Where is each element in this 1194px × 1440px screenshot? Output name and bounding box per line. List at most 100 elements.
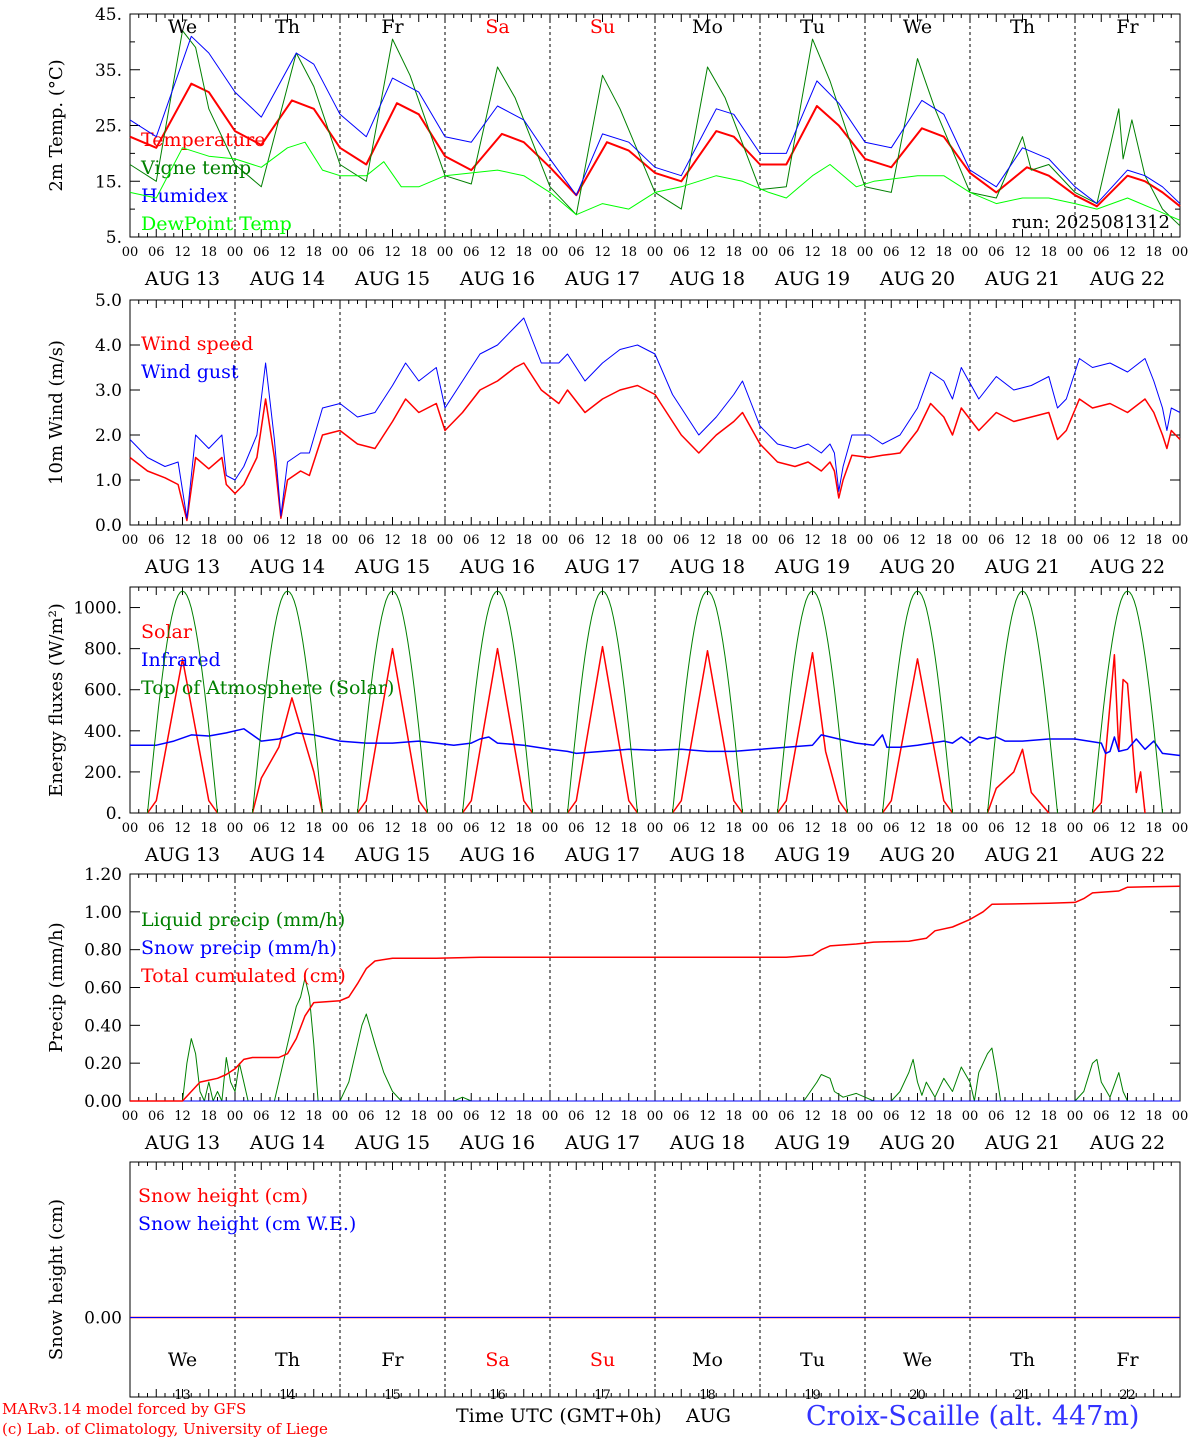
hour-tick-label: 06 (358, 821, 375, 836)
hour-tick-label: 00 (437, 821, 454, 836)
series-line (882, 590, 953, 814)
weekday-label: Sa (485, 1349, 509, 1371)
hour-tick-label: 12 (279, 1109, 296, 1124)
series-line (146, 658, 219, 814)
hour-tick-label: 06 (463, 533, 480, 548)
series-line (130, 885, 1181, 1102)
date-label: AUG 17 (564, 844, 640, 866)
weekday-label: Mo (692, 1349, 723, 1371)
hour-tick-label: 06 (673, 821, 690, 836)
date-label: AUG 18 (669, 844, 745, 866)
weekday-label: Su (590, 1349, 615, 1371)
hour-tick-label: 00 (227, 533, 244, 548)
hour-tick-label: 12 (594, 533, 611, 548)
hour-tick-label: 00 (857, 533, 874, 548)
hour-tick-label: 06 (883, 533, 900, 548)
legend-entry: Solar (141, 621, 193, 643)
y-tick-label: 1.00 (84, 903, 122, 923)
hour-tick-label: 12 (804, 245, 821, 260)
y-tick-label: 0.20 (84, 1054, 122, 1074)
hour-tick-label: 12 (909, 245, 926, 260)
hour-tick-label: 06 (883, 245, 900, 260)
hour-tick-label: 18 (1145, 533, 1162, 548)
series-line (129, 35, 1181, 205)
series-temperature (129, 82, 1181, 208)
date-label: AUG 21 (984, 1132, 1060, 1154)
hour-tick-label: 12 (489, 821, 506, 836)
hour-tick-label: 18 (935, 821, 952, 836)
hour-tick-label: 00 (1067, 1109, 1084, 1124)
weekday-label: Th (1010, 16, 1035, 38)
hour-tick-label: 00 (332, 821, 349, 836)
hour-tick-label: 00 (122, 821, 139, 836)
hour-tick-label: 06 (568, 245, 585, 260)
hour-tick-label: 12 (699, 245, 716, 260)
series-infrared (130, 728, 1181, 757)
hour-tick-label: 12 (489, 533, 506, 548)
hour-tick-label: 06 (358, 1109, 375, 1124)
legend-entry: Snow height (cm W.E.) (138, 1213, 356, 1235)
date-label: AUG 17 (564, 556, 640, 578)
date-label: AUG 16 (459, 556, 535, 578)
hour-tick-label: 00 (647, 821, 664, 836)
hour-tick-label: 18 (620, 1109, 637, 1124)
hour-tick-label: 00 (122, 533, 139, 548)
hour-tick-label: 12 (279, 821, 296, 836)
hour-tick-label: 00 (752, 1109, 769, 1124)
hour-tick-label: 18 (410, 1109, 427, 1124)
hour-tick-label: 00 (227, 245, 244, 260)
hour-tick-label: 06 (148, 533, 165, 548)
hour-tick-label: 00 (1172, 245, 1189, 260)
hour-tick-label: 12 (174, 821, 191, 836)
day-number-label: 19 (804, 1388, 821, 1403)
hour-tick-label: 12 (909, 1109, 926, 1124)
hour-tick-label: 06 (358, 245, 375, 260)
y-tick-label: 200. (84, 763, 122, 783)
series-line (356, 647, 429, 814)
legend-entry: Infrared (141, 649, 221, 671)
hour-tick-label: 06 (253, 533, 270, 548)
series-line (777, 590, 848, 814)
date-label: AUG 21 (984, 268, 1060, 290)
hour-tick-label: 06 (463, 821, 480, 836)
hour-tick-label: 12 (699, 1109, 716, 1124)
hour-tick-label: 06 (778, 245, 795, 260)
hour-tick-label: 00 (332, 1109, 349, 1124)
series-solar (146, 645, 1146, 814)
date-label: AUG 18 (669, 268, 745, 290)
series-line (672, 590, 743, 814)
date-label: AUG 22 (1089, 268, 1165, 290)
y-axis-label: Energy fluxes (W/m²) (46, 603, 67, 797)
hour-tick-label: 06 (988, 1109, 1005, 1124)
weekday-label: We (168, 16, 197, 38)
y-tick-label: 5.0 (95, 291, 122, 311)
hour-tick-label: 06 (463, 1109, 480, 1124)
hour-tick-label: 06 (1093, 1109, 1110, 1124)
hour-tick-label: 18 (725, 1109, 742, 1124)
legend-entry: DewPoint Temp (141, 213, 292, 235)
series-dewpoint-temp (129, 141, 1181, 221)
y-tick-label: 0.00 (84, 1309, 122, 1329)
hour-tick-label: 12 (384, 533, 401, 548)
weekday-label: Mo (692, 16, 723, 38)
hour-tick-label: 06 (148, 1109, 165, 1124)
date-label: AUG 19 (774, 268, 850, 290)
hour-tick-label: 12 (804, 821, 821, 836)
y-tick-label: 45. (95, 5, 122, 25)
series-line (566, 645, 639, 814)
hour-tick-label: 18 (935, 533, 952, 548)
day-number-label: 16 (489, 1388, 506, 1403)
weekday-label: Fr (381, 16, 404, 38)
hour-tick-label: 12 (384, 821, 401, 836)
hour-tick-label: 00 (542, 245, 559, 260)
hour-tick-label: 12 (1014, 245, 1031, 260)
hour-tick-label: 06 (988, 821, 1005, 836)
y-tick-label: 0.60 (84, 979, 122, 999)
hour-tick-label: 18 (830, 533, 847, 548)
model-credit-line1: MARv3.14 model forced by GFS (2, 1400, 247, 1418)
legend-entry: Top of Atmosphere (Solar) (141, 677, 394, 699)
date-label: AUG 14 (249, 1132, 325, 1154)
hour-tick-label: 00 (437, 245, 454, 260)
day-number-label: 14 (279, 1388, 296, 1403)
hour-tick-label: 18 (515, 821, 532, 836)
